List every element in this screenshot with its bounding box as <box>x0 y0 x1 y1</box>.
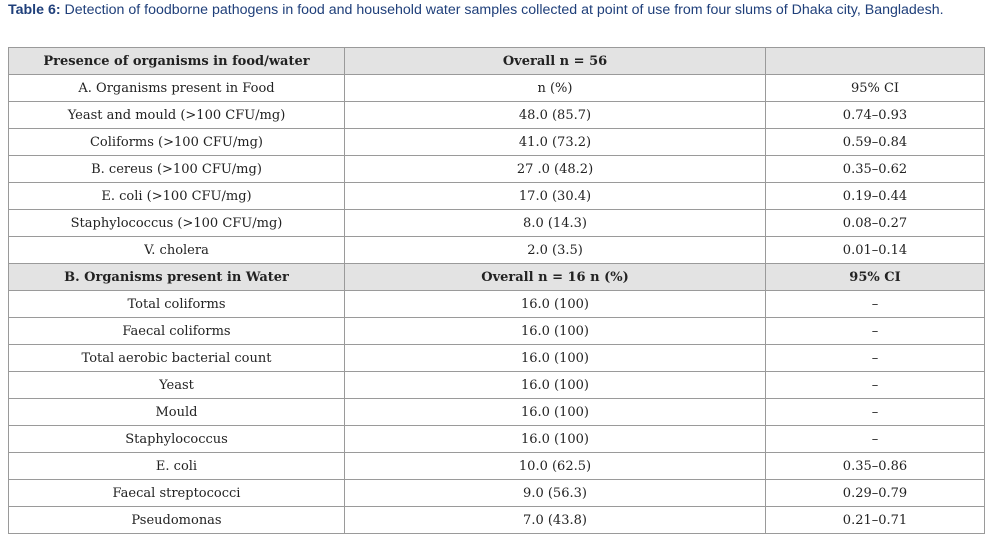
table-caption: Table 6: Detection of foodborne pathogen… <box>8 1 984 19</box>
organism-cell: Staphylococcus (>100 CFU/mg) <box>8 209 345 237</box>
organism-cell: Coliforms (>100 CFU/mg) <box>8 128 345 156</box>
ci-cell: – <box>765 290 985 318</box>
water-section-title: B. Organisms present in Water <box>8 263 345 291</box>
organism-cell: Mould <box>8 398 345 426</box>
water-ci-label: 95% CI <box>765 263 985 291</box>
table-row: Staphylococcus 16.0 (100) – <box>8 425 985 453</box>
value-cell: 10.0 (62.5) <box>344 452 766 480</box>
food-ci-label: 95% CI <box>765 74 985 102</box>
table-row: E. coli 10.0 (62.5) 0.35–0.86 <box>8 452 985 480</box>
table-row: Faecal streptococci 9.0 (56.3) 0.29–0.79 <box>8 479 985 507</box>
value-cell: 7.0 (43.8) <box>344 506 766 534</box>
value-cell: 16.0 (100) <box>344 425 766 453</box>
organism-cell: Yeast <box>8 371 345 399</box>
value-cell: 17.0 (30.4) <box>344 182 766 210</box>
organism-cell: Faecal streptococci <box>8 479 345 507</box>
value-cell: 16.0 (100) <box>344 290 766 318</box>
organism-cell: Staphylococcus <box>8 425 345 453</box>
ci-cell: – <box>765 398 985 426</box>
pathogen-table: Presence of organisms in food/water Over… <box>8 47 985 534</box>
ci-cell: 0.19–0.44 <box>765 182 985 210</box>
value-cell: 9.0 (56.3) <box>344 479 766 507</box>
food-n-percent-label: n (%) <box>344 74 766 102</box>
ci-cell: – <box>765 344 985 372</box>
organism-cell: V. cholera <box>8 236 345 264</box>
ci-cell: 0.35–0.86 <box>765 452 985 480</box>
caption-label: Table 6: <box>8 2 61 18</box>
header-empty <box>765 47 985 75</box>
table-row: Total aerobic bacterial count 16.0 (100)… <box>8 344 985 372</box>
organism-cell: E. coli <box>8 452 345 480</box>
value-cell: 16.0 (100) <box>344 344 766 372</box>
value-cell: 16.0 (100) <box>344 371 766 399</box>
table-row: Faecal coliforms 16.0 (100) – <box>8 317 985 345</box>
value-cell: 16.0 (100) <box>344 317 766 345</box>
organism-cell: Yeast and mould (>100 CFU/mg) <box>8 101 345 129</box>
table-row: Yeast 16.0 (100) – <box>8 371 985 399</box>
ci-cell: – <box>765 371 985 399</box>
value-cell: 2.0 (3.5) <box>344 236 766 264</box>
ci-cell: 0.35–0.62 <box>765 155 985 183</box>
ci-cell: 0.29–0.79 <box>765 479 985 507</box>
value-cell: 48.0 (85.7) <box>344 101 766 129</box>
table-row: Staphylococcus (>100 CFU/mg) 8.0 (14.3) … <box>8 209 985 237</box>
ci-cell: – <box>765 425 985 453</box>
ci-cell: 0.08–0.27 <box>765 209 985 237</box>
table-row: Mould 16.0 (100) – <box>8 398 985 426</box>
caption-text: Detection of foodborne pathogens in food… <box>60 2 944 18</box>
table-header-row: Presence of organisms in food/water Over… <box>8 47 985 75</box>
value-cell: 41.0 (73.2) <box>344 128 766 156</box>
water-header-row: B. Organisms present in Water Overall n … <box>8 263 985 291</box>
water-overall-label: Overall n = 16 n (%) <box>344 263 766 291</box>
ci-cell: 0.74–0.93 <box>765 101 985 129</box>
table-row: Coliforms (>100 CFU/mg) 41.0 (73.2) 0.59… <box>8 128 985 156</box>
table-row: B. cereus (>100 CFU/mg) 27 .0 (48.2) 0.3… <box>8 155 985 183</box>
table-row: Pseudomonas 7.0 (43.8) 0.21–0.71 <box>8 506 985 534</box>
ci-cell: 0.59–0.84 <box>765 128 985 156</box>
organism-cell: Total aerobic bacterial count <box>8 344 345 372</box>
table-row: Yeast and mould (>100 CFU/mg) 48.0 (85.7… <box>8 101 985 129</box>
value-cell: 8.0 (14.3) <box>344 209 766 237</box>
table-row: Total coliforms 16.0 (100) – <box>8 290 985 318</box>
food-subheader-row: A. Organisms present in Food n (%) 95% C… <box>8 74 985 102</box>
value-cell: 16.0 (100) <box>344 398 766 426</box>
ci-cell: 0.21–0.71 <box>765 506 985 534</box>
organism-cell: Pseudomonas <box>8 506 345 534</box>
header-organisms: Presence of organisms in food/water <box>8 47 345 75</box>
header-overall: Overall n = 56 <box>344 47 766 75</box>
organism-cell: Faecal coliforms <box>8 317 345 345</box>
ci-cell: – <box>765 317 985 345</box>
table-row: V. cholera 2.0 (3.5) 0.01–0.14 <box>8 236 985 264</box>
food-section-title: A. Organisms present in Food <box>8 74 345 102</box>
organism-cell: E. coli (>100 CFU/mg) <box>8 182 345 210</box>
table-row: E. coli (>100 CFU/mg) 17.0 (30.4) 0.19–0… <box>8 182 985 210</box>
organism-cell: Total coliforms <box>8 290 345 318</box>
value-cell: 27 .0 (48.2) <box>344 155 766 183</box>
ci-cell: 0.01–0.14 <box>765 236 985 264</box>
organism-cell: B. cereus (>100 CFU/mg) <box>8 155 345 183</box>
